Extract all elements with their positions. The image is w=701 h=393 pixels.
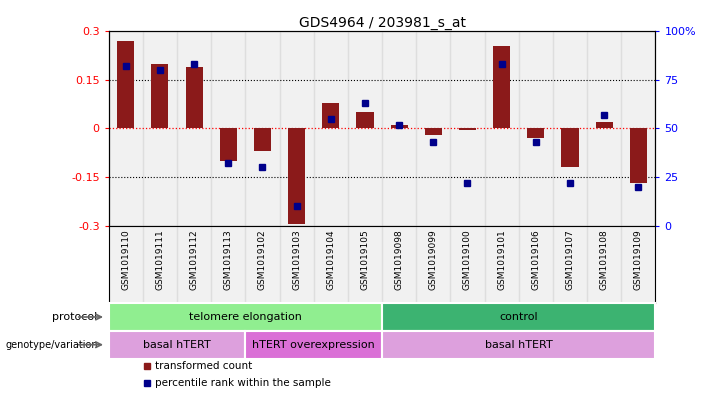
Bar [621, 226, 655, 303]
Bar [186, 67, 203, 129]
Text: GSM1019099: GSM1019099 [429, 230, 438, 290]
Text: GSM1019110: GSM1019110 [121, 230, 130, 290]
Bar [322, 103, 339, 129]
Bar [382, 303, 655, 331]
Bar [211, 31, 245, 226]
Bar [382, 31, 416, 226]
Text: GSM1019098: GSM1019098 [395, 230, 404, 290]
Bar [177, 31, 211, 226]
Bar [629, 129, 647, 184]
Bar [151, 64, 168, 129]
Text: GSM1019102: GSM1019102 [258, 230, 267, 290]
Bar [553, 31, 587, 226]
Bar [314, 31, 348, 226]
Bar [109, 331, 245, 358]
Bar [484, 31, 519, 226]
Bar [356, 112, 374, 129]
Text: GSM1019111: GSM1019111 [156, 230, 165, 290]
Bar [314, 226, 348, 303]
Bar [177, 226, 211, 303]
Text: percentile rank within the sample: percentile rank within the sample [155, 378, 331, 388]
Text: GSM1019101: GSM1019101 [497, 230, 506, 290]
Bar [245, 226, 280, 303]
Text: transformed count: transformed count [155, 361, 252, 371]
Bar [143, 226, 177, 303]
Text: GSM1019106: GSM1019106 [531, 230, 540, 290]
Bar [109, 31, 143, 226]
Bar [109, 303, 382, 331]
Text: GSM1019109: GSM1019109 [634, 230, 643, 290]
Bar [519, 31, 553, 226]
Text: GSM1019103: GSM1019103 [292, 230, 301, 290]
Bar [416, 226, 451, 303]
Bar [519, 226, 553, 303]
Bar [587, 226, 621, 303]
Bar [219, 129, 237, 161]
Text: GSM1019107: GSM1019107 [566, 230, 575, 290]
Bar [348, 31, 382, 226]
Bar [280, 31, 314, 226]
Bar [245, 31, 280, 226]
Bar [451, 31, 484, 226]
Bar [527, 129, 545, 138]
Bar [382, 331, 655, 358]
Text: genotype/variation: genotype/variation [5, 340, 97, 350]
Text: GSM1019108: GSM1019108 [599, 230, 608, 290]
Text: control: control [499, 312, 538, 322]
Bar [280, 226, 314, 303]
Bar [254, 129, 271, 151]
Bar [382, 226, 416, 303]
Bar [451, 226, 484, 303]
Text: GSM1019113: GSM1019113 [224, 230, 233, 290]
Bar [117, 41, 135, 129]
Bar [425, 129, 442, 135]
Text: basal hTERT: basal hTERT [143, 340, 211, 350]
Text: basal hTERT: basal hTERT [485, 340, 552, 350]
Bar [390, 125, 408, 129]
Bar [493, 46, 510, 129]
Text: GSM1019105: GSM1019105 [360, 230, 369, 290]
Bar [484, 226, 519, 303]
Bar [553, 226, 587, 303]
Title: GDS4964 / 203981_s_at: GDS4964 / 203981_s_at [299, 17, 465, 30]
Bar [288, 129, 305, 224]
Bar [143, 31, 177, 226]
Text: telomere elongation: telomere elongation [189, 312, 302, 322]
Text: GSM1019104: GSM1019104 [326, 230, 335, 290]
Bar [348, 226, 382, 303]
Text: GSM1019100: GSM1019100 [463, 230, 472, 290]
Bar [459, 129, 476, 130]
Bar [621, 31, 655, 226]
Bar [245, 331, 382, 358]
Bar [587, 31, 621, 226]
Bar [109, 226, 143, 303]
Text: protocol: protocol [53, 312, 97, 322]
Bar [211, 226, 245, 303]
Text: GSM1019112: GSM1019112 [189, 230, 198, 290]
Text: hTERT overexpression: hTERT overexpression [252, 340, 375, 350]
Bar [596, 122, 613, 129]
Bar [562, 129, 578, 167]
Bar [416, 31, 451, 226]
